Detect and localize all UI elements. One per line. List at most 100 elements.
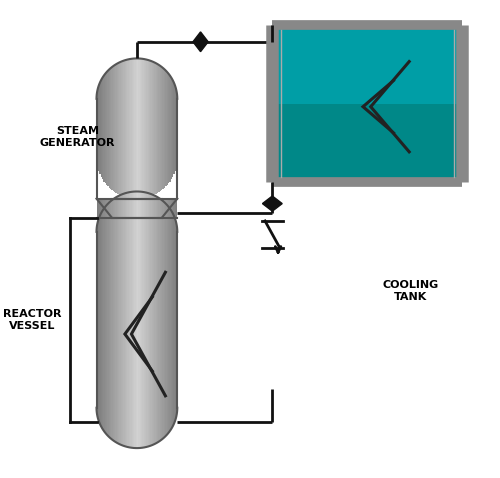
Polygon shape: [149, 99, 150, 158]
Polygon shape: [149, 61, 150, 99]
Polygon shape: [169, 232, 170, 408]
Polygon shape: [162, 232, 164, 408]
Polygon shape: [140, 158, 141, 198]
Polygon shape: [142, 59, 144, 99]
Polygon shape: [112, 158, 114, 191]
Polygon shape: [174, 232, 176, 408]
Polygon shape: [172, 80, 173, 99]
Polygon shape: [169, 408, 170, 431]
Polygon shape: [132, 232, 133, 408]
Polygon shape: [162, 99, 164, 158]
Polygon shape: [106, 158, 108, 185]
Polygon shape: [164, 202, 165, 232]
Polygon shape: [153, 195, 154, 232]
Polygon shape: [103, 232, 104, 408]
Polygon shape: [98, 219, 99, 232]
Polygon shape: [112, 99, 114, 158]
Polygon shape: [141, 158, 142, 198]
Polygon shape: [104, 408, 106, 433]
Polygon shape: [169, 76, 170, 99]
Polygon shape: [154, 196, 156, 232]
Polygon shape: [112, 408, 114, 441]
Polygon shape: [145, 158, 146, 197]
Polygon shape: [124, 194, 125, 232]
Polygon shape: [103, 76, 104, 99]
Polygon shape: [152, 99, 153, 158]
Polygon shape: [166, 408, 168, 435]
Polygon shape: [102, 232, 103, 408]
Polygon shape: [142, 99, 144, 158]
Polygon shape: [150, 232, 152, 408]
Polygon shape: [146, 193, 148, 232]
Polygon shape: [104, 198, 106, 217]
Polygon shape: [141, 198, 142, 217]
Polygon shape: [126, 99, 128, 158]
Polygon shape: [134, 158, 136, 198]
Polygon shape: [158, 198, 160, 232]
Polygon shape: [134, 408, 136, 448]
Polygon shape: [166, 198, 168, 217]
Polygon shape: [112, 232, 114, 408]
Polygon shape: [110, 99, 112, 158]
Polygon shape: [161, 200, 162, 232]
Polygon shape: [130, 232, 132, 408]
Text: REACTOR
VESSEL: REACTOR VESSEL: [3, 309, 62, 331]
Polygon shape: [103, 99, 104, 158]
Polygon shape: [102, 99, 103, 158]
Polygon shape: [164, 232, 165, 408]
Polygon shape: [102, 77, 103, 99]
Polygon shape: [142, 158, 144, 198]
Polygon shape: [164, 99, 165, 158]
Polygon shape: [120, 232, 122, 408]
Polygon shape: [176, 232, 178, 408]
Polygon shape: [169, 198, 170, 217]
Polygon shape: [154, 158, 156, 194]
Polygon shape: [166, 158, 168, 185]
Polygon shape: [100, 158, 102, 177]
Polygon shape: [154, 99, 156, 158]
Polygon shape: [166, 72, 168, 99]
Polygon shape: [116, 198, 118, 217]
Polygon shape: [129, 59, 130, 99]
Polygon shape: [100, 408, 102, 427]
Polygon shape: [130, 408, 132, 447]
Polygon shape: [103, 408, 104, 431]
Polygon shape: [169, 158, 170, 182]
Polygon shape: [132, 59, 133, 99]
Polygon shape: [96, 158, 98, 165]
Polygon shape: [132, 99, 133, 158]
Polygon shape: [116, 232, 118, 408]
Polygon shape: [142, 192, 144, 232]
Polygon shape: [158, 99, 160, 158]
Polygon shape: [172, 158, 173, 177]
Polygon shape: [125, 198, 126, 217]
Polygon shape: [145, 99, 146, 158]
Polygon shape: [129, 158, 130, 198]
Polygon shape: [161, 232, 162, 408]
Polygon shape: [124, 198, 125, 217]
Polygon shape: [173, 216, 174, 232]
Polygon shape: [160, 158, 161, 191]
Polygon shape: [122, 61, 124, 99]
Polygon shape: [162, 68, 164, 99]
Polygon shape: [144, 408, 145, 447]
Polygon shape: [157, 408, 158, 442]
Polygon shape: [136, 192, 137, 232]
Polygon shape: [160, 232, 161, 408]
Polygon shape: [98, 408, 99, 420]
Polygon shape: [137, 192, 138, 232]
Polygon shape: [100, 99, 102, 158]
Polygon shape: [132, 158, 133, 198]
Polygon shape: [126, 193, 128, 232]
Polygon shape: [156, 408, 157, 443]
Polygon shape: [149, 232, 150, 408]
Polygon shape: [174, 99, 176, 158]
Polygon shape: [173, 198, 174, 217]
Polygon shape: [137, 158, 138, 198]
Polygon shape: [122, 99, 124, 158]
Polygon shape: [110, 201, 112, 232]
Polygon shape: [106, 408, 108, 435]
Polygon shape: [103, 198, 104, 217]
Polygon shape: [161, 99, 162, 158]
Polygon shape: [138, 99, 140, 158]
